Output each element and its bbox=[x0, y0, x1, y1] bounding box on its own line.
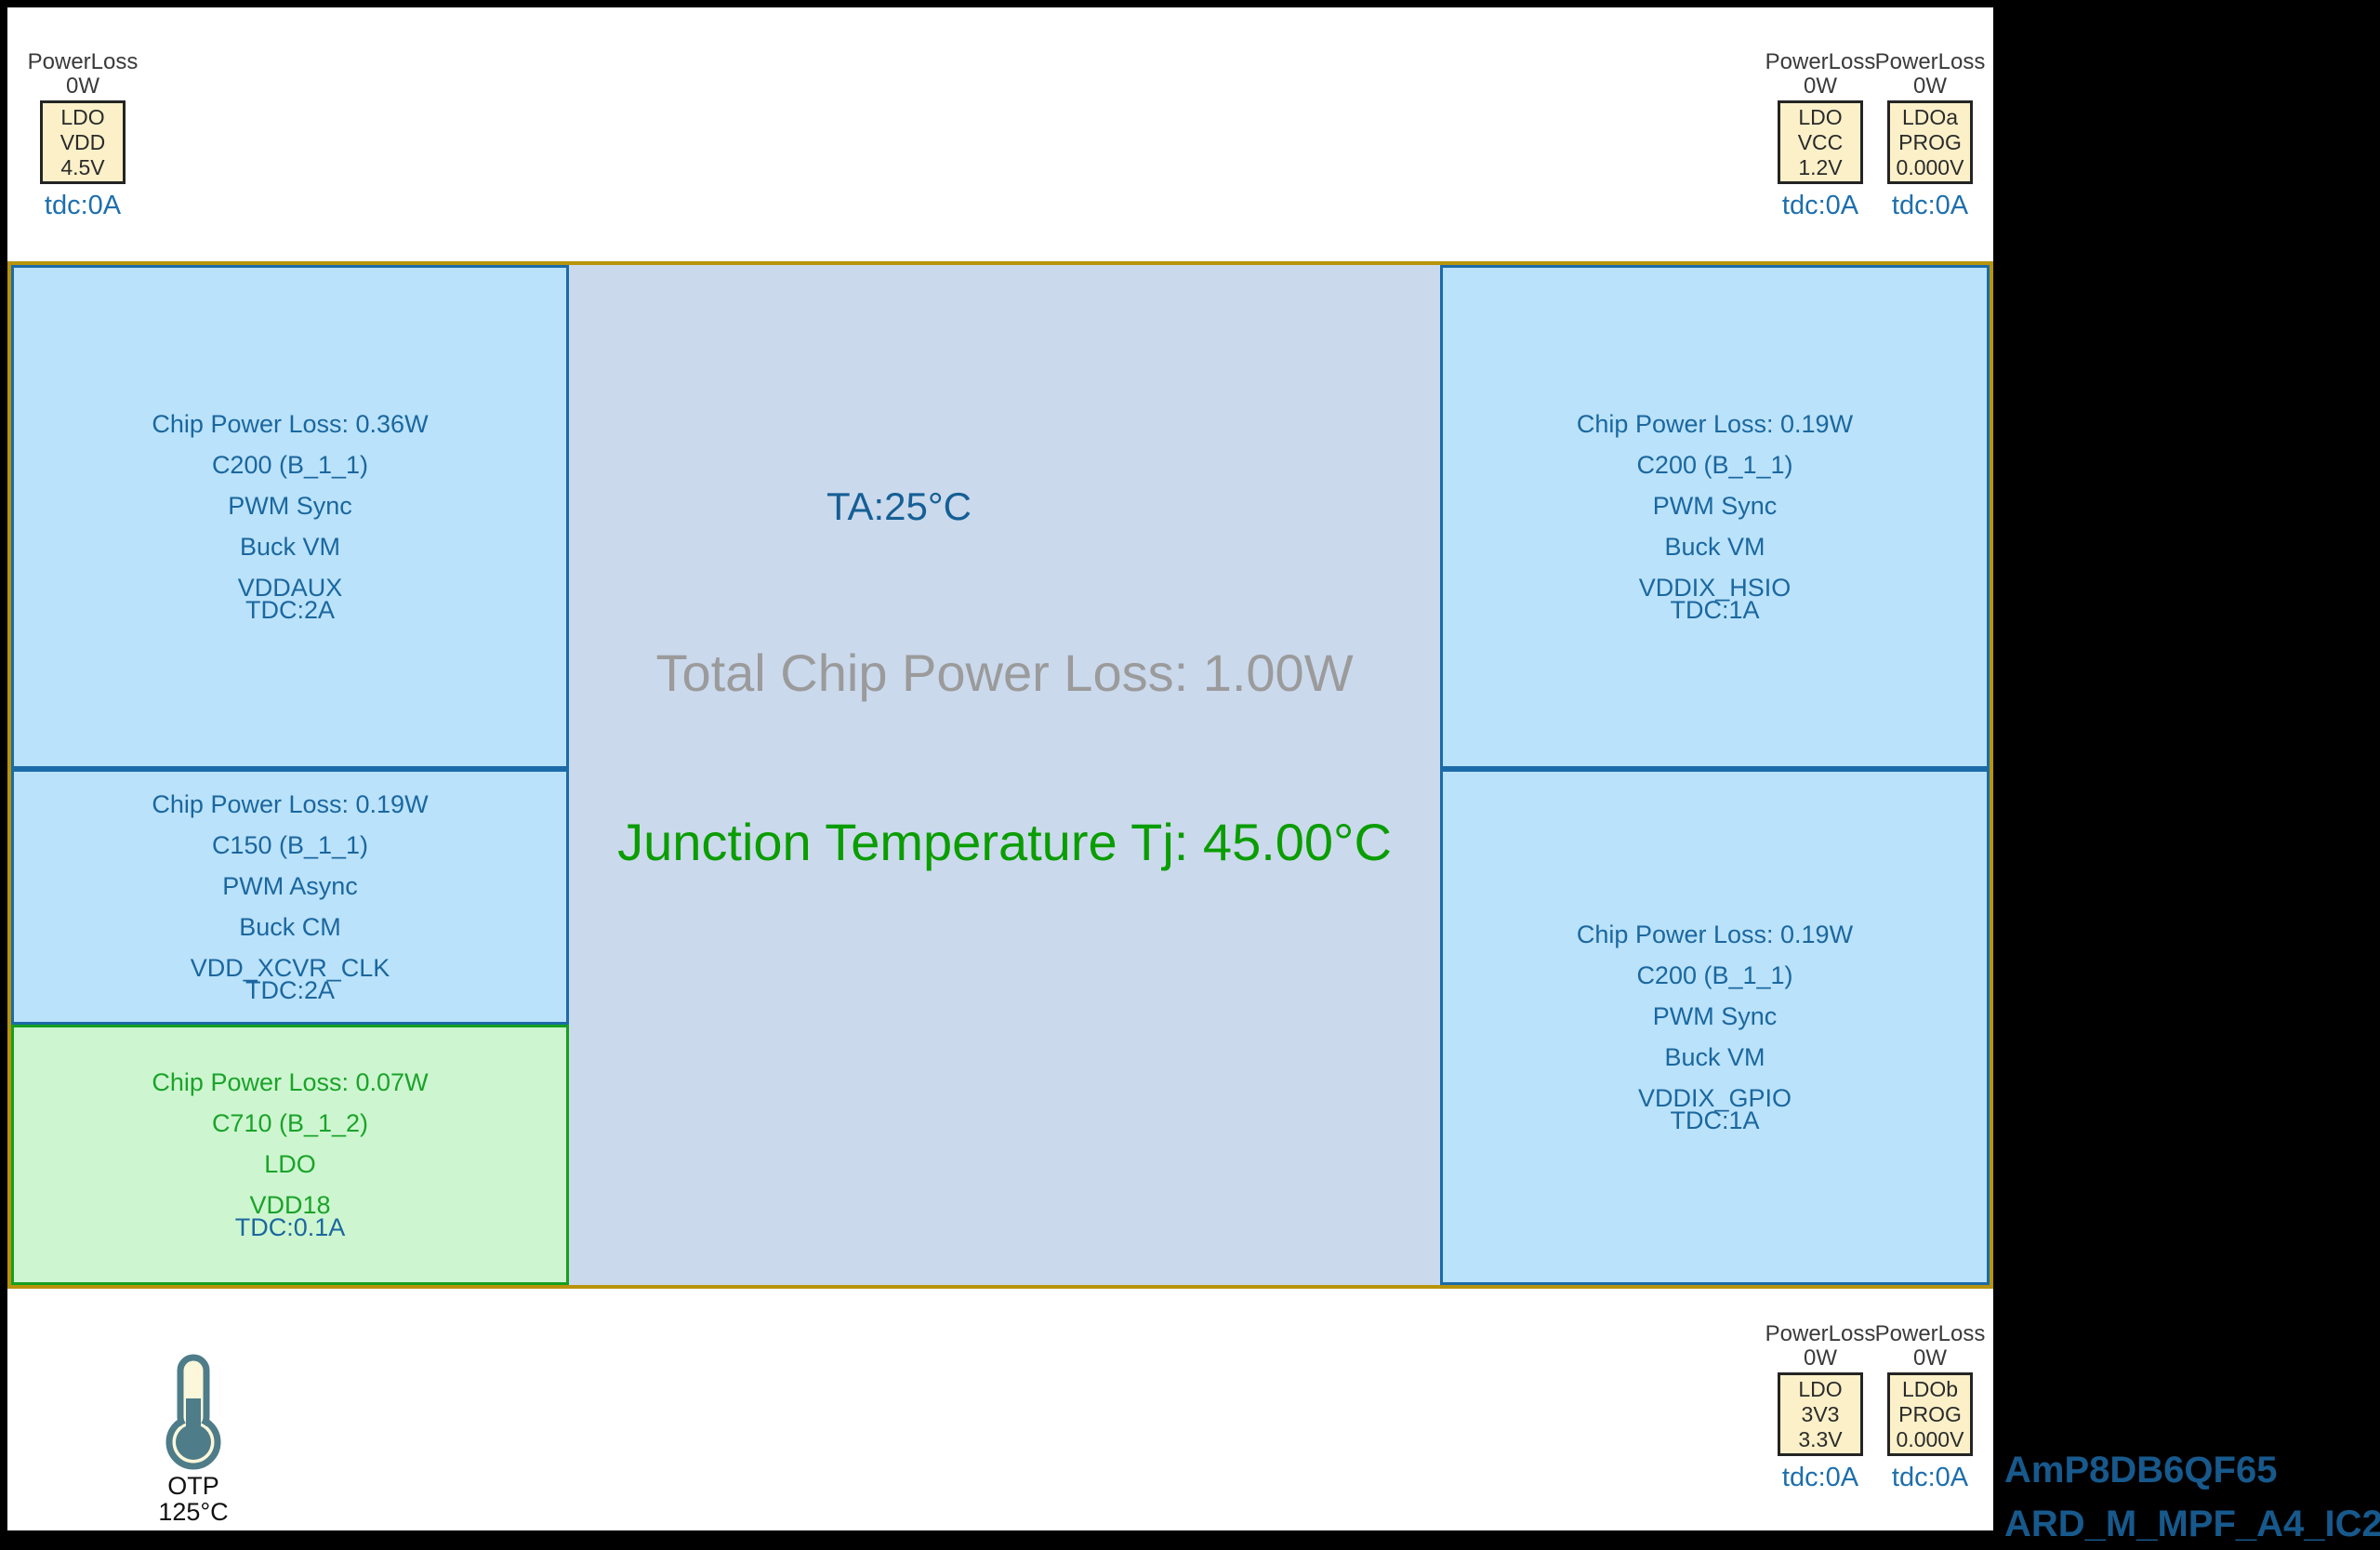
part-number-line1: AmP8DB6QF65 bbox=[2004, 1450, 2278, 1490]
rail-line: Chip Power Loss: 0.07W bbox=[152, 1068, 429, 1096]
part-number-line2: ARD_M_MPF_A4_IC2 bbox=[2004, 1504, 2380, 1544]
rail-line: Buck CM bbox=[239, 912, 341, 941]
rail-line: VDDIX_HSIO bbox=[1638, 574, 1792, 602]
rail-line: C710 (B_1_2) bbox=[211, 1109, 369, 1137]
thermometer-icon bbox=[165, 1354, 221, 1470]
rail-tdc: TDC:2A bbox=[245, 975, 336, 1004]
ldo-line: 0.000V bbox=[1896, 154, 1964, 179]
powerloss-value: 0W bbox=[1804, 1345, 1837, 1371]
otp-indicator: OTP 125°C bbox=[138, 1348, 249, 1525]
rail-line: PWM Sync bbox=[1652, 492, 1778, 520]
powerloss-label: PowerLoss bbox=[1765, 1321, 1876, 1346]
tdc-label: tdc:0A bbox=[1891, 191, 1969, 220]
rail-box-vdd-xcvr-clk: Chip Power Loss: 0.19W C150 (B_1_1) PWM … bbox=[11, 769, 569, 1025]
ldo-box-vdd: LDO VDD 4.5V bbox=[40, 100, 126, 184]
rail-line: LDO bbox=[264, 1150, 316, 1178]
powerloss-label: PowerLoss bbox=[27, 49, 139, 74]
rail-box-vddix-hsio: Chip Power Loss: 0.19W C200 (B_1_1) PWM … bbox=[1440, 265, 1990, 769]
rail-line: Chip Power Loss: 0.19W bbox=[152, 789, 429, 818]
design-page: PowerLoss 0W LDO VDD 4.5V tdc:0A PowerLo… bbox=[7, 7, 1993, 1530]
powerloss-value: 0W bbox=[1913, 1345, 1947, 1371]
rail-line: Buck VM bbox=[239, 533, 341, 561]
ldo-line: 3.3V bbox=[1798, 1426, 1843, 1451]
rail-box-vdd18: Chip Power Loss: 0.07W C710 (B_1_2) LDO … bbox=[11, 1025, 569, 1285]
chip-outline: Chip Power Loss: 0.36W C200 (B_1_1) PWM … bbox=[7, 261, 1993, 1289]
rail-line: PWM Sync bbox=[228, 492, 352, 520]
ldo-line: VDD bbox=[60, 129, 106, 154]
ldo-unit-ldob-prog: PowerLoss 0W LDOb PROG 0.000V tdc:0A bbox=[1870, 1321, 1990, 1492]
tdc-label: tdc:0A bbox=[1781, 1463, 1859, 1492]
rail-line: VDD_XCVR_CLK bbox=[190, 953, 390, 982]
rail-line: Chip Power Loss: 0.36W bbox=[152, 410, 429, 438]
rail-line: VDD18 bbox=[249, 1191, 331, 1219]
rail-tdc: TDC:1A bbox=[1670, 1106, 1760, 1134]
rail-line: Chip Power Loss: 0.19W bbox=[1576, 410, 1854, 438]
rail-line: VDDAUX bbox=[237, 574, 343, 602]
ldo-line: 0.000V bbox=[1896, 1426, 1964, 1451]
ldo-box-3v3: LDO 3V3 3.3V bbox=[1778, 1372, 1863, 1456]
rail-line: Buck VM bbox=[1664, 1042, 1765, 1071]
rail-line: C200 (B_1_1) bbox=[1636, 960, 1793, 989]
ldo-line: 3V3 bbox=[1801, 1401, 1840, 1426]
ldo-line: VCC bbox=[1797, 129, 1844, 154]
otp-label: OTP bbox=[167, 1472, 219, 1500]
ldo-box-vcc: LDO VCC 1.2V bbox=[1778, 100, 1863, 184]
rail-box-vddix-gpio: Chip Power Loss: 0.19W C200 (B_1_1) PWM … bbox=[1440, 769, 1990, 1285]
ldo-unit-vdd: PowerLoss 0W LDO VDD 4.5V tdc:0A bbox=[22, 49, 143, 220]
junction-temperature: Junction Temperature Tj: 45.00°C bbox=[617, 813, 1392, 871]
part-number: AmP8DB6QF65 ARD_M_MPF_A4_IC2 bbox=[2004, 1443, 2380, 1550]
ldo-line: 4.5V bbox=[60, 154, 105, 179]
ldo-line: 1.2V bbox=[1798, 154, 1843, 179]
rail-line: C150 (B_1_1) bbox=[211, 830, 369, 859]
ldo-line: LDO bbox=[60, 104, 105, 129]
ldo-unit-vcc: PowerLoss 0W LDO VCC 1.2V tdc:0A bbox=[1760, 49, 1881, 220]
rail-line: PWM Async bbox=[222, 871, 358, 900]
ambient-temperature: TA:25°C bbox=[826, 484, 972, 528]
rail-line: C200 (B_1_1) bbox=[211, 451, 369, 479]
ldo-box-ldoa-prog: LDOa PROG 0.000V bbox=[1887, 100, 1973, 184]
ldo-box-ldob-prog: LDOb PROG 0.000V bbox=[1887, 1372, 1973, 1456]
powerloss-value: 0W bbox=[1804, 73, 1837, 99]
otp-threshold: 125°C bbox=[158, 1498, 229, 1526]
ldo-line: PROG bbox=[1898, 129, 1962, 154]
ldo-line: LDO bbox=[1798, 1376, 1843, 1401]
powerloss-label: PowerLoss bbox=[1874, 49, 1986, 74]
rail-line: PWM Sync bbox=[1652, 1001, 1778, 1030]
total-chip-power-loss: Total Chip Power Loss: 1.00W bbox=[655, 643, 1354, 702]
rail-tdc: TDC:0.1A bbox=[234, 1213, 346, 1241]
ldo-line: LDOb bbox=[1901, 1376, 1959, 1401]
die-center-region: TA:25°C Total Chip Power Loss: 1.00W Jun… bbox=[569, 265, 1440, 1285]
rail-line: C200 (B_1_1) bbox=[1636, 451, 1793, 479]
rail-line: VDDIX_GPIO bbox=[1637, 1083, 1792, 1112]
ldo-unit-ldoa-prog: PowerLoss 0W LDOa PROG 0.000V tdc:0A bbox=[1870, 49, 1990, 220]
powerloss-label: PowerLoss bbox=[1874, 1321, 1986, 1346]
ldo-line: LDOa bbox=[1901, 104, 1959, 129]
ldo-line: PROG bbox=[1898, 1401, 1962, 1426]
rail-tdc: TDC:1A bbox=[1670, 596, 1760, 624]
powerloss-value: 0W bbox=[1913, 73, 1947, 99]
powerloss-value: 0W bbox=[66, 73, 99, 99]
tdc-label: tdc:0A bbox=[1891, 1463, 1969, 1492]
ldo-line: LDO bbox=[1798, 104, 1843, 129]
powerloss-label: PowerLoss bbox=[1765, 49, 1876, 74]
rail-tdc: TDC:2A bbox=[245, 596, 336, 624]
tdc-label: tdc:0A bbox=[44, 191, 122, 220]
tdc-label: tdc:0A bbox=[1781, 191, 1859, 220]
rail-line: Buck VM bbox=[1664, 533, 1765, 561]
rail-line: Chip Power Loss: 0.19W bbox=[1576, 920, 1854, 948]
rail-box-vddaux: Chip Power Loss: 0.36W C200 (B_1_1) PWM … bbox=[11, 265, 569, 769]
ldo-unit-3v3: PowerLoss 0W LDO 3V3 3.3V tdc:0A bbox=[1760, 1321, 1881, 1492]
